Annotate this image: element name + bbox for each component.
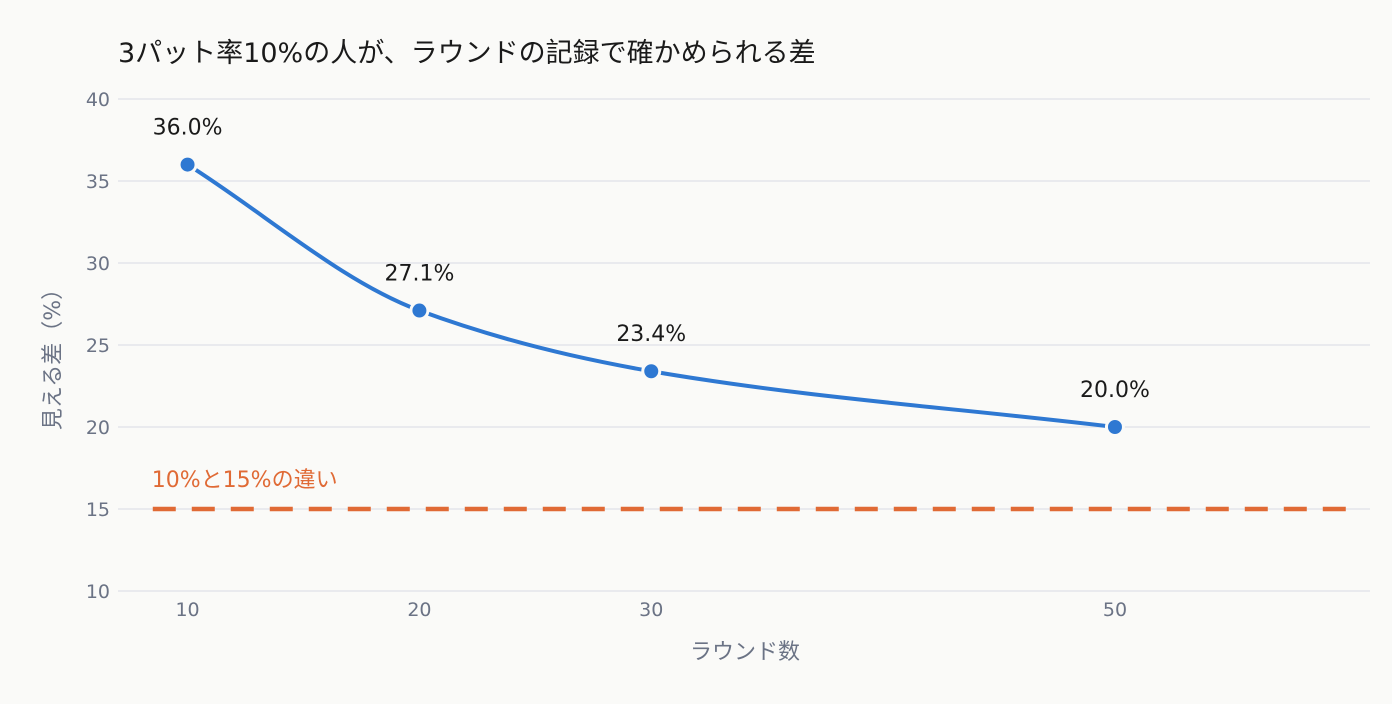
y-tick-label: 20 bbox=[86, 417, 110, 439]
x-tick-label: 10 bbox=[175, 599, 199, 621]
y-tick-label: 10 bbox=[86, 581, 110, 603]
x-tick-label: 20 bbox=[407, 599, 431, 621]
chart-title: 3パット率10%の人が、ラウンドの記録で確かめられる差 bbox=[118, 38, 816, 69]
data-label: 23.4% bbox=[616, 322, 686, 347]
series-group: 36.0% 27.1% 23.4% 20.0% bbox=[153, 116, 1150, 437]
data-point bbox=[1104, 417, 1125, 437]
reference-line-group: 10%と15%の違い bbox=[152, 468, 1347, 512]
grid bbox=[118, 98, 1370, 592]
y-tick-label: 40 bbox=[86, 89, 110, 111]
x-axis-label: ラウンド数 bbox=[690, 640, 800, 665]
y-tick-labels: 10 15 20 25 30 35 40 bbox=[86, 89, 110, 603]
data-point bbox=[409, 300, 430, 321]
data-point bbox=[177, 154, 198, 175]
series-line bbox=[185, 162, 1117, 429]
x-tick-label: 50 bbox=[1103, 599, 1127, 621]
y-tick-label: 15 bbox=[86, 499, 110, 521]
y-tick-label: 35 bbox=[86, 171, 110, 193]
y-tick-label: 30 bbox=[86, 253, 110, 275]
y-tick-label: 25 bbox=[86, 335, 110, 357]
x-tick-labels: 10 20 30 50 bbox=[175, 599, 1127, 621]
y-axis-label: 見える差（%） bbox=[41, 278, 66, 430]
data-point bbox=[641, 361, 662, 382]
reference-line-label: 10%と15%の違い bbox=[152, 468, 338, 493]
data-label: 36.0% bbox=[153, 116, 223, 141]
data-label: 20.0% bbox=[1080, 378, 1150, 403]
data-label: 27.1% bbox=[384, 262, 454, 287]
x-tick-label: 30 bbox=[639, 599, 663, 621]
